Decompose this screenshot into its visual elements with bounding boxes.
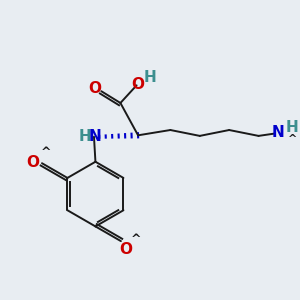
Text: H: H [143, 70, 156, 86]
Text: O: O [119, 242, 132, 257]
Text: N: N [271, 125, 284, 140]
Text: H: H [286, 120, 299, 135]
Text: O: O [26, 155, 39, 170]
Text: ^: ^ [41, 146, 52, 159]
Text: O: O [132, 77, 145, 92]
Text: N: N [89, 129, 102, 144]
Text: ^: ^ [288, 134, 297, 144]
Text: O: O [88, 81, 101, 96]
Text: H: H [78, 129, 91, 144]
Text: ^: ^ [130, 233, 141, 246]
